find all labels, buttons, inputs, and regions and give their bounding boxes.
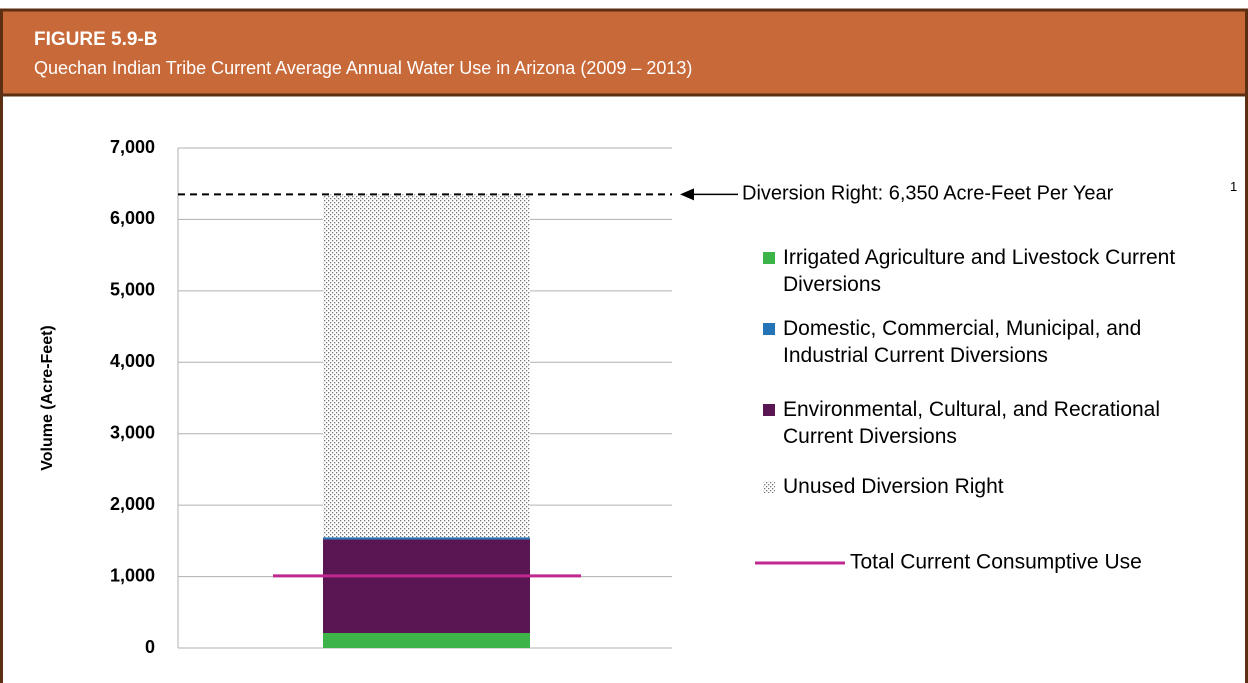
bar-segment <box>323 539 530 633</box>
legend-line: Unused Diversion Right <box>783 475 1004 498</box>
legend-label: Irrigated Agriculture and Livestock Curr… <box>783 246 1181 296</box>
legend-line: Irrigated Agriculture and Livestock Curr… <box>783 246 1181 269</box>
y-tick-label: 6,000 <box>110 208 155 228</box>
y-tick-label: 4,000 <box>110 351 155 371</box>
legend-swatch <box>763 252 775 264</box>
y-tick-label: 2,000 <box>110 494 155 514</box>
header-band <box>1 10 1247 95</box>
legend-line: Current Diversions <box>783 425 957 448</box>
legend-label: Domestic, Commercial, Municipal, and Ind… <box>783 317 1147 367</box>
legend-swatch <box>763 323 775 335</box>
y-axis-label: Volume (Acre-Feet) <box>39 325 56 471</box>
legend-label: Total Current Consumptive Use <box>850 551 1142 574</box>
arrow-head <box>680 188 694 201</box>
legend-label: Unused Diversion Right <box>783 475 1004 498</box>
y-tick-label: 3,000 <box>110 422 155 442</box>
annotation: Diversion Right: 6,350 Acre-Feet Per Yea… <box>742 183 1114 205</box>
y-tick-label: 0 <box>145 637 155 657</box>
figure-title: Quechan Indian Tribe Current Average Ann… <box>34 58 692 78</box>
figure-number: FIGURE 5.9-B <box>34 29 158 50</box>
legend-swatch <box>763 481 775 493</box>
bar-segment <box>323 633 530 648</box>
y-tick-label: 5,000 <box>110 280 155 300</box>
legend-swatch <box>763 404 775 416</box>
legend-line: Industrial Current Diversions <box>783 344 1048 367</box>
y-tick-label: 7,000 <box>110 137 155 157</box>
legend-line: Diversions <box>783 273 881 296</box>
frame <box>0 8 1248 683</box>
bar-segment <box>323 194 530 538</box>
bar-segment <box>323 537 530 540</box>
legend-label: Environmental, Cultural, and Recrational… <box>783 398 1166 448</box>
y-tick-label: 1,000 <box>110 565 155 585</box>
annotation-footnote: 1 <box>1230 179 1237 194</box>
legend-line: Domestic, Commercial, Municipal, and <box>783 317 1147 340</box>
legend-line: Environmental, Cultural, and Recrational <box>783 398 1166 421</box>
